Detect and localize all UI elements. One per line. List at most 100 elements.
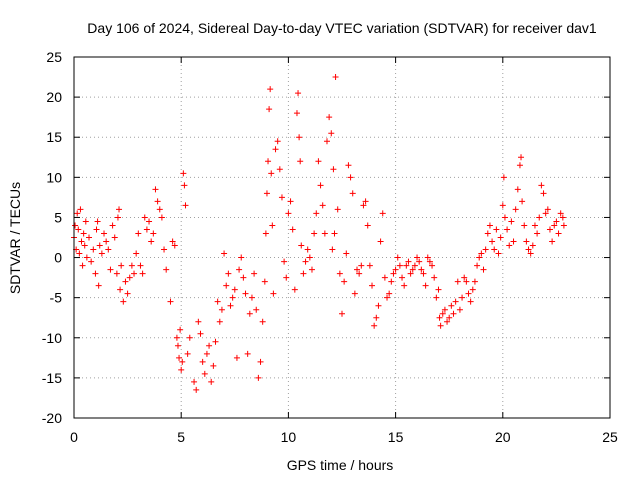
data-point: [467, 298, 474, 305]
data-point: [396, 262, 403, 269]
data-point: [76, 250, 83, 257]
data-point: [262, 230, 269, 237]
data-point: [334, 206, 341, 213]
data-point: [551, 222, 558, 229]
data-point: [169, 238, 176, 245]
data-point: [331, 230, 338, 237]
data-point: [364, 222, 371, 229]
data-point: [518, 154, 525, 161]
data-point: [336, 270, 343, 277]
data-point: [150, 230, 157, 237]
data-point: [186, 334, 193, 341]
x-tick-label: 5: [177, 429, 185, 445]
data-point: [231, 286, 238, 293]
data-point: [180, 170, 187, 177]
data-point: [529, 242, 536, 249]
data-point: [330, 166, 337, 173]
data-point: [465, 290, 472, 297]
data-point: [158, 214, 165, 221]
data-point: [321, 230, 328, 237]
data-point: [463, 278, 470, 285]
data-point: [109, 222, 116, 229]
data-point: [124, 290, 131, 297]
data-point: [223, 282, 230, 289]
data-point: [302, 258, 309, 265]
data-point: [420, 270, 427, 277]
data-point: [523, 238, 530, 245]
data-points: [71, 74, 567, 393]
y-tick-label: -15: [42, 370, 62, 386]
data-point: [345, 162, 352, 169]
data-point: [201, 370, 208, 377]
x-tick-label: 20: [495, 429, 511, 445]
data-point: [163, 266, 170, 273]
data-point: [555, 230, 562, 237]
data-point: [354, 266, 361, 273]
data-point: [422, 282, 429, 289]
chart-title: Day 106 of 2024, Sidereal Day-to-day VTE…: [87, 20, 597, 36]
data-point: [296, 134, 303, 141]
data-point: [146, 218, 153, 225]
data-point: [426, 258, 433, 265]
data-point: [229, 294, 236, 301]
data-point: [182, 202, 189, 209]
data-point: [135, 230, 142, 237]
data-point: [510, 238, 517, 245]
data-point: [390, 270, 397, 277]
data-point: [482, 246, 489, 253]
data-point: [300, 270, 307, 277]
data-point: [293, 110, 300, 117]
data-point: [414, 254, 421, 261]
data-point: [341, 278, 348, 285]
y-tick-label: -5: [50, 290, 63, 306]
y-tick-label: 25: [46, 49, 62, 65]
data-point: [233, 354, 240, 361]
data-point: [274, 138, 281, 145]
data-point: [128, 262, 135, 269]
data-point: [444, 318, 451, 325]
data-point: [448, 302, 455, 309]
data-point: [261, 278, 268, 285]
data-point: [560, 222, 567, 229]
x-tick-label: 10: [281, 429, 297, 445]
data-point: [486, 222, 493, 229]
data-point: [227, 302, 234, 309]
data-point: [512, 206, 519, 213]
x-tick-label: 0: [70, 429, 78, 445]
data-point: [263, 190, 270, 197]
data-point: [242, 290, 249, 297]
data-point: [297, 158, 304, 165]
data-point: [411, 262, 418, 269]
data-point: [409, 266, 416, 273]
data-point: [399, 274, 406, 281]
data-point: [276, 166, 283, 173]
data-point: [268, 170, 275, 177]
y-tick-label: -10: [42, 330, 62, 346]
data-point: [203, 350, 210, 357]
data-point: [478, 250, 485, 257]
data-point: [113, 270, 120, 277]
data-point: [80, 230, 87, 237]
data-point: [117, 286, 124, 293]
data-point: [139, 270, 146, 277]
data-point: [386, 290, 393, 297]
data-point: [347, 174, 354, 181]
data-point: [480, 266, 487, 273]
data-point: [295, 90, 302, 97]
y-tick-label: 5: [54, 209, 62, 225]
data-point: [366, 262, 373, 269]
data-point: [450, 310, 457, 317]
data-point: [369, 282, 376, 289]
data-point: [179, 358, 186, 365]
data-point: [433, 294, 440, 301]
x-tick-label: 25: [602, 429, 618, 445]
data-point: [253, 306, 260, 313]
data-point: [173, 334, 180, 341]
data-point: [418, 266, 425, 273]
data-point: [184, 350, 191, 357]
data-point: [281, 258, 288, 265]
data-point: [343, 250, 350, 257]
data-point: [272, 146, 279, 153]
data-point: [319, 202, 326, 209]
